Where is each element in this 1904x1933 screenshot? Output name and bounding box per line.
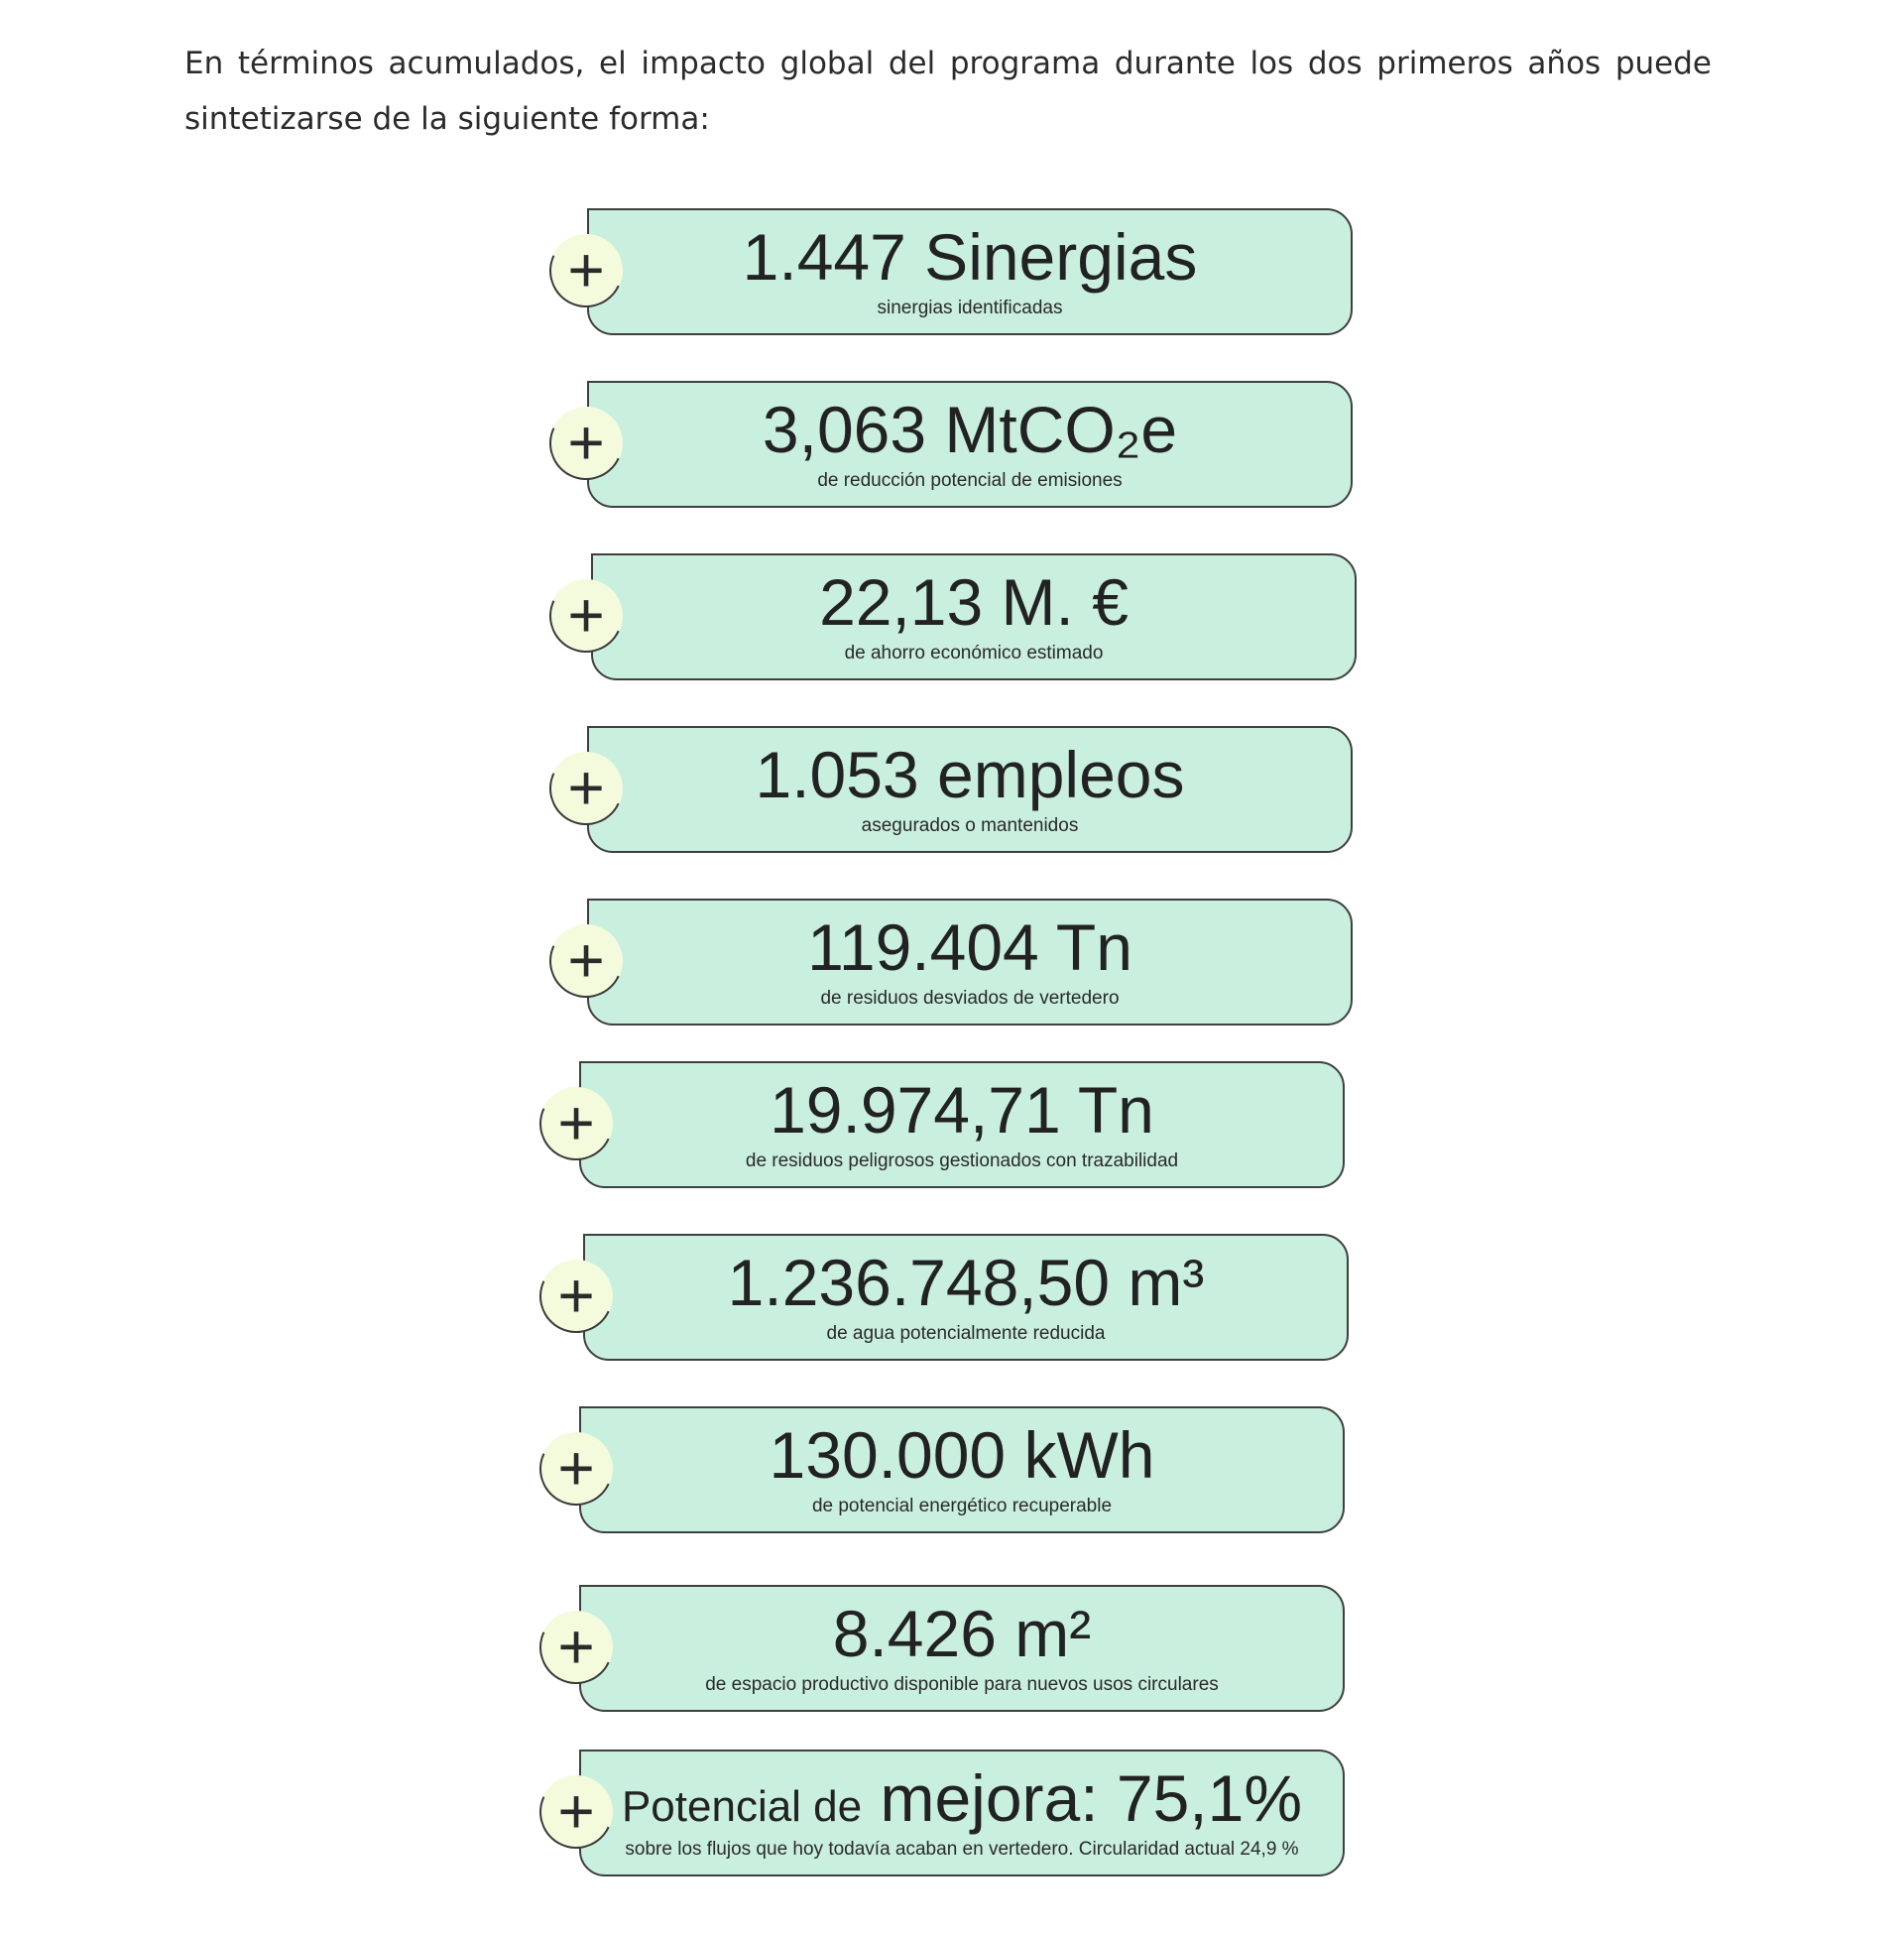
metric-value: 22,13 M. € (819, 565, 1129, 639)
metric-value: 1.053 empleos (755, 738, 1185, 811)
metric-value: 119.404 Tn (807, 910, 1132, 984)
metric-value: 3,063 MtCO₂e (762, 393, 1178, 466)
metric-value: 130.000 kWh (769, 1418, 1155, 1492)
metric-description: de reducción potencial de emisiones (817, 470, 1123, 491)
metric-card-potencial-mejora: Potencial de mejora: 75,1% sobre los flu… (579, 1750, 1345, 1876)
metric-card-energia: 130.000 kWh de potencial energético recu… (579, 1406, 1345, 1533)
metric-card-ahorro: 22,13 M. € de ahorro económico estimado (591, 553, 1357, 680)
plus-icon[interactable]: + (529, 1076, 624, 1171)
metric-description: asegurados o mantenidos (861, 815, 1079, 836)
plus-icon[interactable]: + (529, 1600, 624, 1695)
plus-icon[interactable]: + (538, 741, 634, 836)
plus-icon[interactable]: + (538, 913, 634, 1009)
metric-description: sobre los flujos que hoy todavía acaban … (625, 1839, 1299, 1860)
metric-description: de agua potencialmente reducida (826, 1323, 1106, 1344)
metric-value: 19.974,71 Tn (770, 1073, 1154, 1147)
metric-value: Potencial de mejora: 75,1% (581, 1763, 1343, 1842)
metric-description: sinergias identificadas (877, 298, 1063, 318)
metric-description: de espacio productivo disponible para nu… (705, 1674, 1219, 1695)
plus-icon[interactable]: + (538, 396, 634, 491)
plus-icon[interactable]: + (538, 568, 634, 664)
metric-description: de residuos desviados de vertedero (820, 988, 1120, 1009)
metric-value-main: mejora: 75,1% (880, 1761, 1303, 1835)
plus-icon[interactable]: + (529, 1764, 624, 1860)
metric-card-emisiones: 3,063 MtCO₂e de reducción potencial de e… (587, 381, 1353, 508)
intro-paragraph: En términos acumulados, el impacto globa… (184, 46, 1712, 137)
metric-card-espacio: 8.426 m² de espacio productivo disponibl… (579, 1585, 1345, 1712)
plus-icon[interactable]: + (538, 223, 634, 318)
plus-icon[interactable]: + (529, 1249, 624, 1344)
metric-value-prefix: Potencial de (621, 1782, 863, 1831)
metric-card-residuos-peligrosos: 19.974,71 Tn de residuos peligrosos gest… (579, 1061, 1345, 1188)
metric-value: 1.236.748,50 m³ (727, 1246, 1205, 1319)
metric-description: de residuos peligrosos gestionados con t… (745, 1150, 1179, 1171)
plus-icon[interactable]: + (529, 1421, 624, 1516)
metric-card-empleos: 1.053 empleos asegurados o mantenidos (587, 726, 1353, 853)
metric-card-agua: 1.236.748,50 m³ de agua potencialmente r… (583, 1234, 1349, 1361)
metric-card-sinergias: 1.447 Sinergias sinergias identificadas (587, 208, 1353, 335)
metric-value: 8.426 m² (832, 1597, 1092, 1670)
metric-description: de ahorro económico estimado (844, 643, 1104, 664)
metric-description: de potencial energético recuperable (811, 1496, 1113, 1516)
metric-value: 1.447 Sinergias (742, 220, 1198, 294)
metric-card-residuos: 119.404 Tn de residuos desviados de vert… (587, 899, 1353, 1026)
